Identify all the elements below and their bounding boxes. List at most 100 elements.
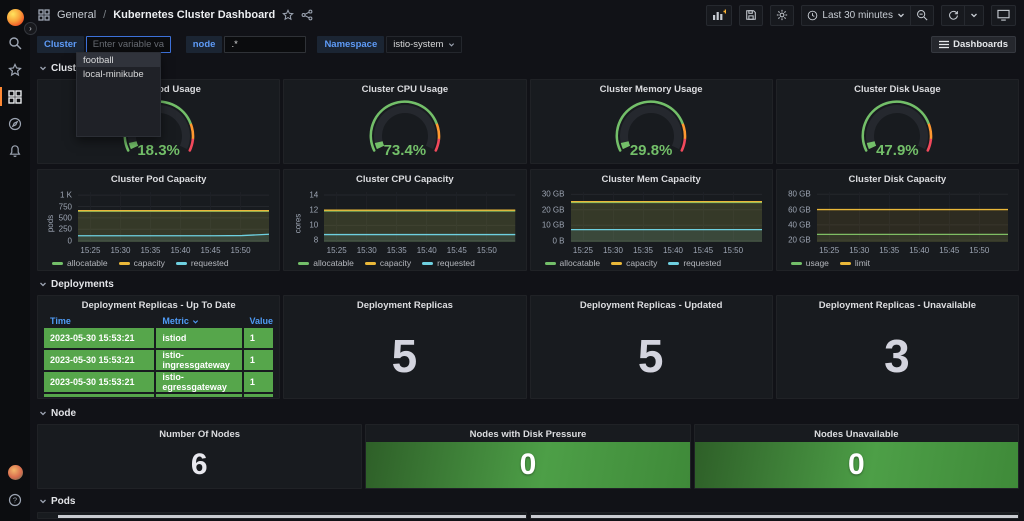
breadcrumb-folder[interactable]: General (57, 9, 97, 21)
sidebar-expand-icon[interactable]: › (24, 22, 37, 35)
y-tick-label: 12 (309, 205, 319, 215)
x-tick-label: 15:25 (819, 246, 840, 255)
clock-icon (808, 10, 818, 20)
page-title[interactable]: Kubernetes Cluster Dashboard (113, 9, 276, 21)
namespace-variable-select[interactable]: istio-system (386, 35, 463, 53)
panel-cluster-disk-capacity: Cluster Disk Capacity 20 GB 40 GB 60 GB 80 … (775, 169, 1019, 271)
chart-legend: usage limit (790, 257, 1008, 269)
legend-label: allocatable (313, 258, 354, 268)
y-tick-label: 20 GB (788, 235, 811, 245)
panel-title[interactable]: Cluster CPU Usage (361, 84, 449, 95)
panel-title[interactable]: Deployment Replicas - Unavailable (818, 300, 977, 311)
x-tick-label: 15:50 (230, 246, 251, 255)
dashboards-button[interactable]: Dashboards (931, 35, 1016, 53)
node-variable-input[interactable] (224, 35, 307, 53)
explore-compass-icon[interactable] (0, 110, 30, 137)
time-picker: Last 30 minutes (801, 4, 934, 26)
grafana-logo-icon[interactable] (0, 5, 30, 29)
user-avatar[interactable] (0, 459, 30, 486)
dashboards-icon[interactable] (0, 83, 30, 110)
x-tick-label: 15:35 (140, 246, 161, 255)
gauge-value: 47.9% (876, 142, 919, 159)
cluster-variable-dropdown: football local-minikube (76, 52, 161, 137)
column-header-time[interactable]: Time (50, 316, 71, 326)
panel-title[interactable]: Number Of Nodes (159, 429, 241, 440)
gauge: 73.4% (341, 98, 469, 160)
x-tick-label: 15:45 (200, 246, 221, 255)
legend-item-allocatable[interactable]: allocatable (298, 258, 354, 268)
help-icon[interactable]: ? (0, 486, 30, 513)
panel-title[interactable]: Cluster Disk Capacity (848, 174, 947, 185)
x-tick-label: 15:45 (693, 246, 714, 255)
legend-item-allocatable[interactable]: allocatable (52, 258, 108, 268)
breadcrumb: General / Kubernetes Cluster Dashboard (38, 9, 313, 21)
add-panel-button[interactable] (706, 4, 733, 26)
legend-item-requested[interactable]: requested (668, 258, 721, 268)
legend-item-limit[interactable]: limit (839, 258, 870, 268)
x-tick-label: 15:50 (969, 246, 990, 255)
x-tick-label: 15:50 (476, 246, 497, 255)
legend-item-capacity[interactable]: capacity (118, 258, 165, 268)
x-tick-label: 15:25 (80, 246, 101, 255)
legend-swatch (422, 261, 434, 265)
y-tick-label: 14 (309, 190, 319, 200)
search-icon[interactable] (0, 29, 30, 56)
panel-title[interactable]: Deployment Replicas (356, 300, 453, 311)
cycle-view-button[interactable] (991, 4, 1016, 26)
dropdown-option[interactable]: football (77, 53, 160, 67)
panel-title[interactable]: Nodes with Disk Pressure (469, 429, 587, 440)
column-header-metric[interactable]: Metric (156, 316, 243, 326)
dropdown-option[interactable]: local-minikube (83, 68, 144, 80)
alerting-bell-icon[interactable] (0, 137, 30, 164)
panel-title[interactable]: Deployment Replicas - Updated (579, 300, 723, 311)
zoom-out-button[interactable] (911, 4, 934, 26)
dashboard-settings-button[interactable] (770, 4, 795, 26)
capacity-charts-row: Cluster Pod Capacity 0 250 500 750 1 K 15:25 1… (37, 169, 1019, 271)
y-axis-label: cores (293, 213, 303, 234)
legend-item-allocatable[interactable]: allocatable (544, 258, 600, 268)
namespace-value: istio-system (393, 38, 444, 50)
deployments-row: Deployment Replicas - Up To Date Time Me… (37, 295, 1019, 399)
panel-deployment-replicas-updated: Deployment Replicas - Updated 5 (529, 295, 773, 399)
cell-time: 2023-05-30 15:53:21 (44, 372, 155, 392)
share-icon[interactable] (301, 9, 313, 21)
time-range-button[interactable]: Last 30 minutes (801, 4, 911, 26)
legend-item-capacity[interactable]: capacity (611, 258, 657, 268)
section-header-cluster[interactable]: Cluster (39, 61, 1019, 75)
cell-value: 1 (243, 372, 274, 392)
section-header-deployments[interactable]: Deployments (39, 277, 1019, 291)
panel-title[interactable]: Cluster Memory Usage (599, 84, 703, 95)
legend-item-requested[interactable]: requested (422, 258, 475, 268)
legend-item-requested[interactable]: requested (175, 258, 229, 268)
y-tick-label: 500 (58, 213, 72, 223)
legend-swatch (298, 261, 310, 265)
stat-value: 5 (391, 329, 419, 382)
legend-item-capacity[interactable]: capacity (364, 258, 411, 268)
panel-title[interactable]: Cluster Mem Capacity (601, 174, 701, 185)
legend-item-usage[interactable]: usage (790, 258, 829, 268)
chart-legend: allocatable capacity requested (544, 257, 762, 269)
panel-title[interactable]: Cluster Disk Usage (854, 84, 941, 95)
column-header-value[interactable]: Value (249, 316, 273, 326)
panel-title[interactable]: Cluster Pod Capacity (110, 174, 207, 185)
y-tick-label: 8 (313, 235, 319, 245)
save-dashboard-button[interactable] (739, 4, 764, 26)
sidebar: ? (0, 0, 30, 521)
favorite-star-icon[interactable] (282, 9, 295, 21)
chevron-down-icon (449, 42, 455, 47)
table-row: 2023-05-30 15:53:21 istiod 1 (44, 328, 274, 348)
panel-title[interactable]: Cluster CPU Capacity (356, 174, 454, 185)
refresh-interval-chevron[interactable] (965, 4, 984, 26)
panel-title[interactable]: Deployment Replicas - Up To Date (81, 300, 236, 311)
starred-icon[interactable] (0, 56, 30, 83)
breadcrumb-separator: / (103, 9, 107, 21)
stat-value: 5 (637, 329, 665, 382)
refresh-button[interactable] (941, 4, 965, 26)
legend-swatch (118, 261, 130, 265)
section-header-pods[interactable]: Pods (39, 494, 1019, 508)
legend-label: requested (683, 258, 722, 268)
panel-title[interactable]: Nodes Unavailable (814, 429, 899, 440)
section-header-node[interactable]: Node (39, 406, 1019, 420)
legend-label: usage (805, 258, 829, 268)
cluster-variable-input[interactable] (85, 35, 171, 53)
